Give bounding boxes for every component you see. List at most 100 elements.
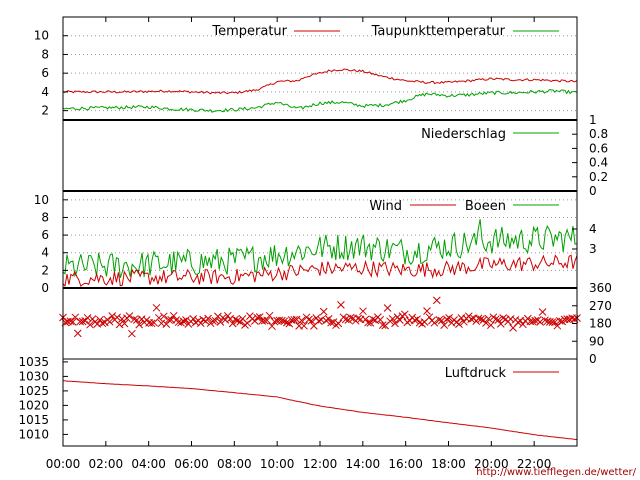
y-tick-label: 10 [34,29,49,43]
scatter-point [548,318,557,326]
scatter-point [324,315,333,323]
scatter-point [221,316,230,324]
scatter-point [290,315,299,324]
y-tick-label: 0 [41,281,49,295]
series-line-taupunkttemperatur [62,89,578,113]
scatter-point [68,318,77,326]
scatter-point [519,320,527,329]
x-tick-label: 22:00 [517,457,552,471]
scatter-point [214,312,222,321]
scatter-point [396,316,404,324]
scatter-point [327,318,335,327]
scatter-point [506,315,515,323]
scatter-point [440,321,449,329]
scatter-point [541,316,549,325]
scatter-point [282,318,291,327]
scatter-point [189,315,198,323]
scatter-point [359,307,367,316]
scatter-point [361,315,370,324]
scatter-point [211,316,220,325]
scatter-point [300,321,308,330]
scatter-point [337,301,345,309]
legend-label-niederschlag: Niederschlag [421,127,506,142]
scatter-point [314,317,323,325]
scatter-point [430,318,439,327]
y-tick-label-right: 0.8 [589,127,608,141]
scatter-point [96,315,104,324]
scatter-point [152,303,161,312]
scatter-point [437,316,446,325]
scatter-point [179,317,188,326]
scatter-point [125,312,134,320]
y-tick-label-right: 0.6 [589,141,608,155]
scatter-point [228,319,237,328]
scatter-point [199,315,208,324]
y-tick-label: 1020 [18,398,49,412]
scatter-point [128,329,136,338]
scatter-point [135,320,144,329]
y-tick-label: 1030 [18,369,49,383]
y-tick-label-right: 270 [589,299,612,313]
scatter-point [159,312,168,321]
scatter-point [410,316,419,325]
y-tick-label: 2 [41,263,49,277]
scatter-point [455,320,463,328]
scatter-point [366,319,375,327]
y-tick-label: 10 [34,193,49,207]
scatter-point [487,321,495,330]
scatter-point [555,317,564,325]
scatter-point [115,320,124,329]
scatter-point [484,314,493,323]
scatter-point [445,314,453,322]
scatter-point [499,314,508,322]
legend-label-luftdruck: Luftdruck [445,366,507,381]
scatter-point [196,319,205,328]
y-tick-label-right: 3 [589,242,597,256]
x-tick-label: 00:00 [46,457,81,471]
scatter-point [98,319,107,328]
legend-label-boeen: Boeen [465,199,506,214]
scatter-point [334,319,343,328]
x-tick-label: 06:00 [174,457,209,471]
scatter-point [369,315,377,324]
y-tick-label-right: 1 [589,113,597,127]
scatter-point [255,313,264,321]
scatter-point [383,304,392,312]
scatter-point [78,317,87,326]
scatter-point [169,311,178,320]
x-tick-label: 08:00 [217,457,252,471]
scatter-point [120,319,129,328]
scatter-point [73,329,82,338]
scatter-point [250,317,259,325]
y-tick-label: 6 [41,228,49,242]
series-line-temperatur [62,68,578,95]
y-tick-label-right: 0 [589,352,597,366]
y-tick-label: 1015 [18,413,49,427]
y-tick-label: 8 [41,47,49,61]
scatter-point [265,311,274,320]
scatter-point [263,316,271,325]
scatter-point [551,318,559,327]
x-tick-label: 18:00 [431,457,466,471]
credit-link[interactable]: http://www.tiefflegen.de/wetter/ [476,467,636,478]
y-tick-label-right: 0.4 [589,156,608,170]
y-tick-label-right: 4 [589,222,597,236]
scatter-point [432,296,441,305]
scatter-point [108,312,117,320]
scatter-point [253,313,262,322]
scatter-point [182,316,190,324]
scatter-point [307,316,316,325]
y-tick-label: 8 [41,210,49,224]
scatter-point [467,315,476,323]
scatter-point [113,313,121,322]
series-line-boeen [62,219,578,278]
scatter-point [285,319,294,328]
scatter-point [528,317,537,326]
x-tick-label: 10:00 [260,457,295,471]
scatter-point [278,316,286,325]
x-tick-label: 20:00 [474,457,509,471]
y-tick-label: 6 [41,66,49,80]
x-tick-label: 02:00 [89,457,124,471]
scatter-point [270,317,279,326]
